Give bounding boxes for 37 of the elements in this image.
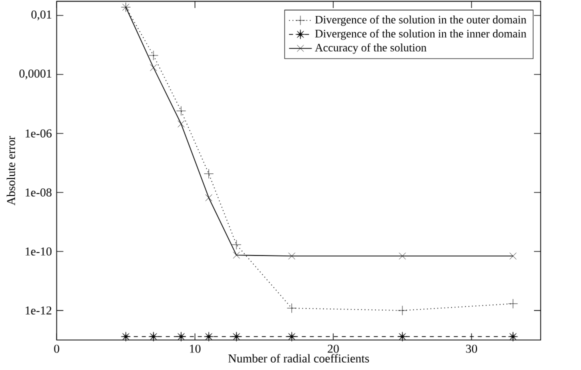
- x-tick-label: 0: [54, 344, 60, 353]
- legend-label: Divergence of the solution in the inner domain: [315, 29, 526, 40]
- x-tick-label: 20: [328, 344, 339, 353]
- x-axis-title: Number of radial coefficients: [228, 354, 369, 363]
- legend-label: Accuracy of the solution: [314, 43, 426, 54]
- y-tick-label: 0,0001: [19, 70, 52, 80]
- point: [176, 332, 186, 342]
- point: [232, 240, 242, 250]
- x-tick-label: 30: [466, 344, 478, 353]
- point: [508, 332, 518, 342]
- point: [398, 252, 406, 260]
- point: [178, 120, 185, 128]
- point: [204, 168, 214, 179]
- y-tick-label: 1e-10: [26, 247, 52, 256]
- point: [398, 332, 408, 342]
- point: [150, 64, 157, 72]
- point: [176, 106, 186, 116]
- point: [286, 303, 297, 314]
- point: [205, 194, 212, 202]
- y-tick-label: 1e-06: [26, 129, 52, 138]
- point: [508, 298, 518, 309]
- point: [120, 332, 131, 342]
- y-tick-label: 1e-08: [26, 188, 52, 197]
- point: [288, 252, 296, 260]
- point: [204, 332, 214, 342]
- point: [510, 252, 517, 260]
- point: [398, 306, 408, 316]
- point: [286, 332, 297, 342]
- point: [232, 252, 240, 259]
- x-tick-label: 10: [190, 344, 200, 353]
- point: [232, 332, 242, 342]
- y-tick-label: 0,01: [31, 10, 52, 20]
- y-tick-label: 1e-12: [26, 306, 52, 315]
- y-axis-title: Absolute error: [6, 136, 16, 206]
- legend-label: Divergence of the solution in the outer domain: [315, 15, 526, 26]
- point: [148, 332, 158, 342]
- point: [148, 50, 158, 60]
